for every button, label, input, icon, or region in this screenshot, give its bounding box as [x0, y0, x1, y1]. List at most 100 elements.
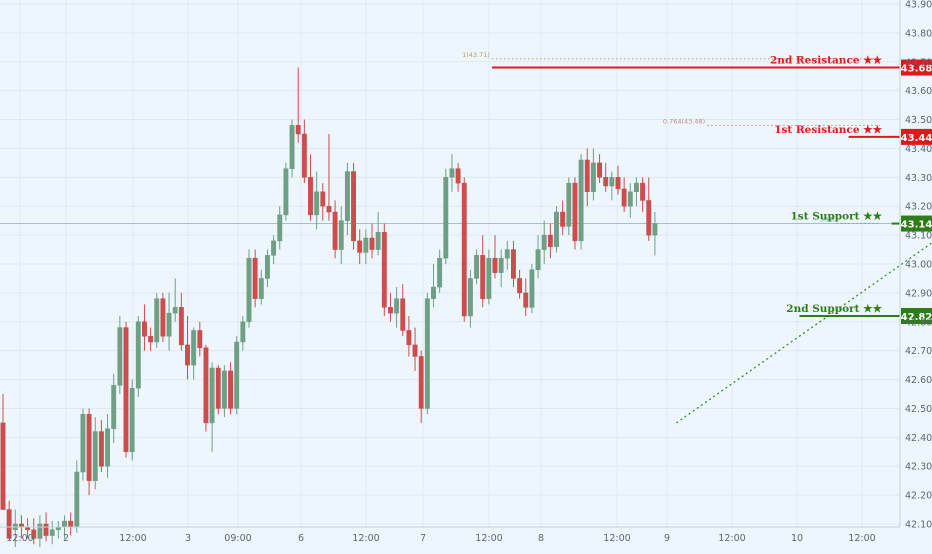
- candle-body: [117, 327, 123, 386]
- y-axis-tick-label: 43.20: [905, 202, 932, 213]
- candle-body: [301, 133, 307, 178]
- y-axis-tick-label: 42.10: [905, 520, 932, 531]
- candle-body: [467, 278, 473, 317]
- candle-body: [369, 237, 375, 250]
- y-axis-tick-label: 43.00: [905, 260, 932, 271]
- candle-body: [92, 431, 98, 481]
- candle-body: [351, 171, 357, 242]
- candle-body: [258, 278, 264, 299]
- candle-body: [640, 182, 646, 201]
- candle-body: [0, 422, 6, 510]
- candle-body: [6, 509, 12, 539]
- y-axis-tick-label: 43.40: [905, 144, 932, 155]
- x-axis-tick-label: 09:00: [224, 533, 251, 544]
- candle-body: [646, 200, 652, 236]
- y-axis-tick-label: 43.50: [905, 115, 932, 126]
- y-axis-tick-label: 43.10: [905, 231, 932, 242]
- candle-body: [31, 529, 37, 539]
- candle-body: [504, 249, 510, 259]
- candle-body: [517, 278, 523, 294]
- candle-body: [271, 240, 277, 256]
- candle-body: [375, 231, 381, 250]
- candle-body: [566, 182, 572, 227]
- candle-body: [578, 159, 584, 242]
- candle-body: [418, 356, 424, 409]
- candle-body: [19, 523, 24, 528]
- candle-body: [332, 211, 338, 250]
- fibonacci-levels: 1(43.71) 0.764(43.48) 50.0: [462, 51, 880, 225]
- candle-body: [523, 292, 529, 308]
- support-price-label: 42.82: [901, 312, 932, 323]
- resistance-price-label: 43.44: [901, 133, 932, 144]
- candle-body: [252, 257, 258, 299]
- candle-body: [363, 237, 369, 253]
- candle-body: [295, 125, 301, 135]
- candle-body: [627, 191, 633, 207]
- candle-body: [154, 298, 160, 343]
- candle-body: [597, 162, 602, 178]
- candle-body: [621, 188, 627, 207]
- support-price-tag: [901, 215, 932, 232]
- candle-body: [308, 177, 313, 216]
- candle-body: [406, 330, 412, 346]
- candle-body: [529, 269, 535, 308]
- candle-body: [209, 367, 215, 424]
- candlesticks: [0, 67, 658, 548]
- x-axis-tick-label: 7: [420, 533, 426, 544]
- y-axis-tick-label: 42.30: [905, 462, 932, 473]
- candle-body: [160, 298, 166, 337]
- candle-body: [197, 330, 203, 349]
- support-price-tag: [901, 308, 932, 324]
- candle-body: [234, 341, 240, 409]
- support-level-name: 2nd Support ★★: [786, 303, 882, 315]
- candle-body: [634, 182, 639, 193]
- candle-body: [289, 125, 295, 169]
- candle-body: [511, 249, 516, 279]
- candle-body: [314, 191, 320, 216]
- candle-body: [68, 520, 74, 528]
- candle-body: [431, 286, 436, 299]
- candle-body: [215, 367, 221, 409]
- candle-body: [246, 257, 252, 323]
- candle-body: [394, 298, 400, 314]
- candle-body: [49, 529, 55, 536]
- candle-body: [400, 298, 406, 331]
- candle-body: [240, 321, 246, 343]
- fib-level-label: 0.764(43.48): [663, 117, 705, 125]
- y-axis-tick-label: 42.60: [905, 375, 932, 386]
- candle-body: [111, 385, 117, 429]
- candle-body: [474, 255, 480, 279]
- candle-body: [498, 257, 504, 273]
- candle-body: [135, 321, 141, 389]
- y-axis-tick-label: 43.90: [905, 0, 932, 11]
- candle-body: [86, 413, 92, 481]
- candle-body: [357, 240, 363, 253]
- candle-body: [185, 344, 190, 366]
- y-axis-tick-label: 42.90: [905, 288, 932, 299]
- candle-body: [449, 168, 455, 178]
- candle-body: [277, 214, 283, 242]
- x-axis-tick-label: 12:00: [6, 533, 33, 544]
- x-axis-tick-label: 12:00: [352, 533, 379, 544]
- candle-body: [590, 162, 596, 193]
- candle-body: [424, 298, 430, 409]
- candle-body: [584, 159, 590, 193]
- x-axis-tick-label: 2: [63, 533, 69, 544]
- candle-body: [166, 312, 172, 337]
- candle-body: [412, 344, 418, 357]
- candle-body: [560, 211, 566, 227]
- candle-body: [437, 257, 443, 288]
- support-level-name: 1st Support ★★: [791, 211, 883, 223]
- candle-body: [381, 231, 387, 308]
- fib-level-label: 1(43.71): [462, 51, 490, 59]
- x-axis-tick-label: 6: [298, 533, 304, 544]
- candle-body: [338, 220, 344, 250]
- candle-body: [455, 168, 461, 184]
- candle-body: [74, 471, 80, 528]
- candle-body: [541, 234, 547, 250]
- resistance-price-tag: [901, 128, 932, 145]
- x-axis-tick-label: 12:00: [603, 533, 630, 544]
